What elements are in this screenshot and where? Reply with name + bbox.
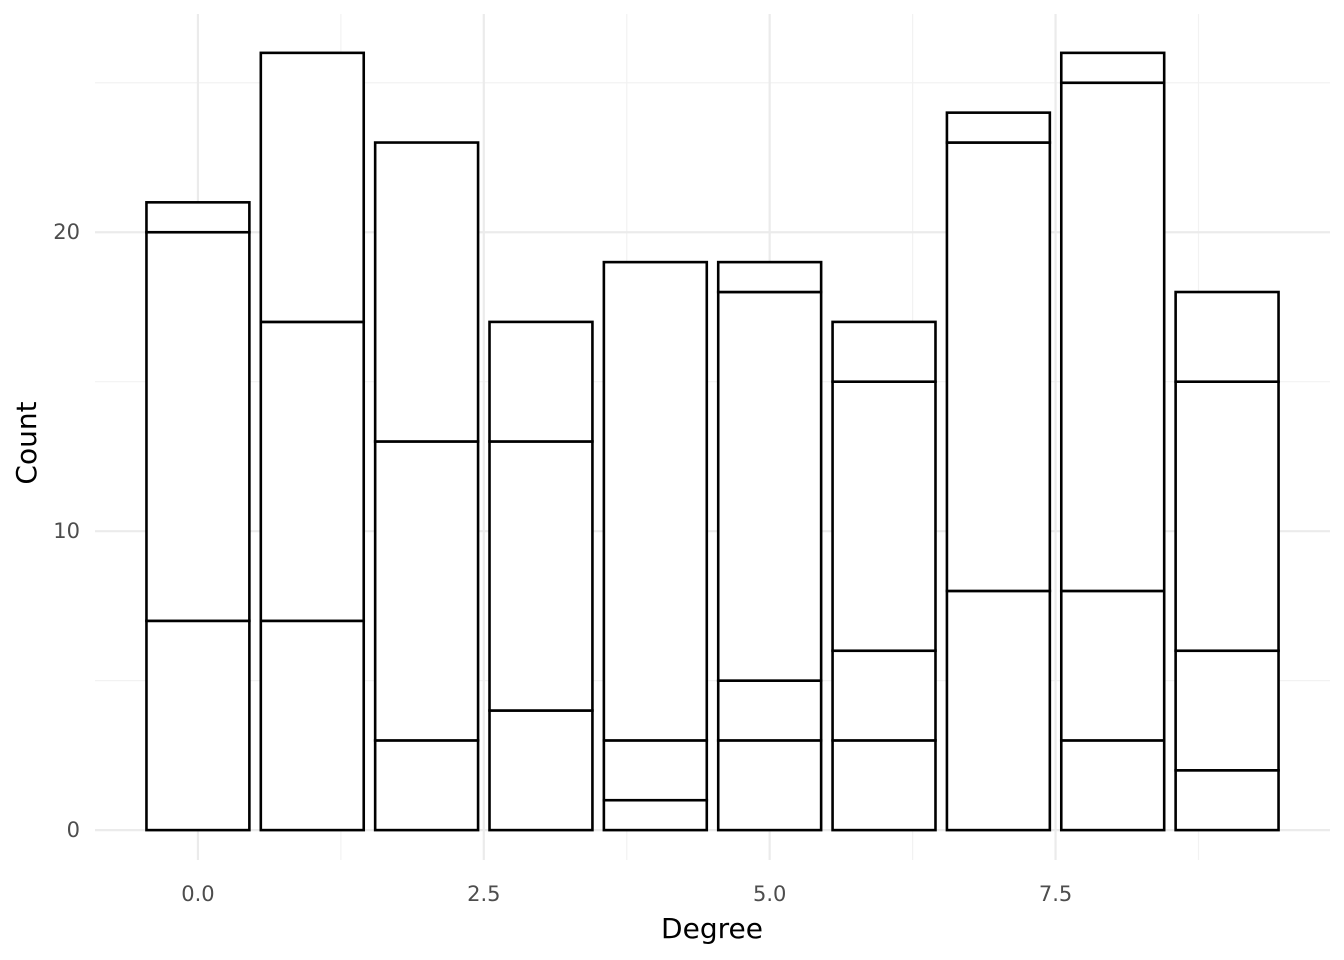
y-tick-label: 10 — [53, 519, 80, 543]
bar-segment — [259, 51, 366, 324]
bar-segment — [488, 320, 594, 443]
bar-segment — [373, 440, 480, 742]
bar-segment — [831, 380, 937, 653]
x-tick-label: 7.5 — [1039, 882, 1072, 906]
bar-segment — [1174, 290, 1280, 383]
x-tick-label: 2.5 — [467, 882, 500, 906]
bar-stack — [831, 320, 937, 832]
bar-segment — [831, 320, 937, 383]
bar-segment — [602, 798, 709, 832]
bar-stack — [1059, 51, 1166, 832]
bar-segment — [488, 709, 594, 832]
bar-segment — [1059, 739, 1166, 832]
bar-stack — [1174, 290, 1280, 832]
x-tick-label: 0.0 — [181, 882, 214, 906]
bar-segment — [716, 260, 823, 294]
bar-stack — [259, 51, 366, 832]
y-axis-title: Count — [10, 401, 43, 484]
bars — [145, 51, 1280, 832]
bar-segment — [1174, 769, 1280, 832]
y-tick-label: 20 — [53, 220, 80, 244]
bar-segment — [1059, 589, 1166, 742]
bar-stack — [145, 201, 251, 832]
bar-segment — [373, 739, 480, 832]
bar-segment — [602, 739, 709, 802]
bar-segment — [1174, 649, 1280, 772]
bar-segment — [1059, 51, 1166, 85]
bar-segment — [259, 619, 366, 832]
y-axis-tick-labels: 0 10 20 — [53, 220, 80, 842]
bar-segment — [145, 619, 251, 832]
bar-segment — [488, 440, 594, 712]
bar-segment — [945, 589, 1052, 832]
bar-segment — [831, 739, 937, 832]
bar-stack — [602, 260, 709, 832]
bar-segment — [373, 141, 480, 443]
bar-segment — [716, 739, 823, 832]
bar-segment — [716, 679, 823, 742]
x-tick-label: 5.0 — [753, 882, 786, 906]
bar-stack — [488, 320, 594, 832]
bar-segment — [259, 320, 366, 623]
bar-segment — [1059, 81, 1166, 593]
bar-segment — [1174, 380, 1280, 653]
x-axis-title: Degree — [661, 912, 763, 945]
bar-segment — [145, 230, 251, 623]
bar-segment — [602, 260, 709, 742]
bar-stack — [716, 260, 823, 832]
bar-segment — [831, 649, 937, 742]
bar-stack — [373, 141, 480, 832]
bar-stack — [945, 111, 1052, 832]
bar-segment — [145, 201, 251, 234]
bar-segment — [945, 111, 1052, 144]
bar-segment — [716, 290, 823, 682]
bar-segment — [945, 141, 1052, 593]
x-axis-tick-labels: 0.0 2.5 5.0 7.5 — [181, 882, 1072, 906]
y-tick-label: 0 — [67, 818, 80, 842]
